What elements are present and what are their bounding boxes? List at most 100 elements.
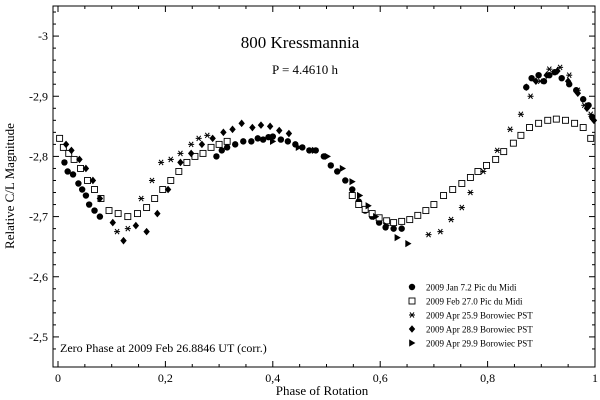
data-point [240,138,247,145]
x-tick-label: 0,4 [265,371,280,385]
data-point [56,134,64,142]
data-point [552,115,560,123]
data-point [554,67,561,75]
data-point [474,168,482,175]
data-point [70,155,78,163]
data-point [458,180,466,187]
data-point [284,138,292,145]
data-point [270,137,277,145]
data-point [295,143,302,151]
data-point [96,194,104,203]
data-point [120,236,127,245]
data-point [154,209,161,218]
data-point [532,77,540,86]
data-point [540,78,548,85]
data-point [544,116,552,124]
data-point [342,177,349,184]
data-point [259,136,267,143]
y-tick-label: -2,8 [29,149,48,163]
chart-title: 800 Kressmannia [241,33,360,52]
x-tick-label: 0,8 [480,371,495,385]
data-point [159,186,167,193]
data-point [209,134,216,143]
data-point [299,144,306,151]
data-point [64,168,71,175]
data-point [483,161,490,169]
data-point [114,228,121,235]
legend-marker [408,297,416,305]
data-point [238,119,245,128]
plot-frame [52,5,596,368]
data-point [414,211,422,219]
x-tick-label: 0,6 [373,371,388,385]
data-point [215,140,223,148]
legend-label: 2009 Jan 7.2 Pic du Midi [426,283,517,293]
data-point [76,155,83,164]
data-point [132,221,140,230]
data-point [177,150,184,157]
data-point [232,141,239,148]
data-point [430,201,438,209]
data-point [579,96,587,103]
legend-label: 2009 Apr 28.9 Borowiec PST [426,325,533,335]
y-tick-label: -2,6 [29,270,48,284]
legend: 2009 Jan 7.2 Pic du Midi 2009 Feb 27.0 Pi… [408,283,533,349]
data-point [571,119,579,127]
data-point [365,202,372,210]
legend-label: 2009 Feb 27.0 Pic du Midi [426,297,523,307]
data-point [213,153,220,160]
data-point [517,131,525,139]
data-point [223,144,231,151]
data-point [590,116,598,125]
data-point [449,186,457,193]
data-point [96,213,104,220]
data-point [105,207,113,215]
data-point [425,231,432,238]
data-point [361,205,369,213]
data-point [564,77,572,86]
data-point [535,71,542,79]
x-axis-label: Phase of Rotation [276,383,369,398]
data-point [398,217,406,225]
data-point [77,164,85,172]
data-point [383,222,391,230]
data-point [191,152,199,160]
data-point [134,210,141,218]
data-point [91,186,98,193]
data-point [78,186,86,193]
data-point [248,138,255,145]
data-point [480,168,487,175]
data-point [356,191,364,200]
data-point [199,149,207,157]
data-point [368,210,376,218]
data-point [348,192,356,199]
data-point [579,124,587,131]
series-5 [270,137,412,248]
data-point [195,135,202,142]
data-point [249,123,256,132]
data-point [61,159,68,166]
data-point [327,162,334,169]
data-point [164,185,172,194]
data-points [56,64,598,248]
data-point [89,176,97,185]
chart-subtitle: P = 4.4610 h [272,62,339,77]
x-tick-label: 0,2 [158,371,173,385]
data-point [148,177,155,184]
data-point [218,147,225,154]
y-tick-label: -3 [38,29,48,43]
data-point [223,137,231,145]
data-point [175,168,183,175]
x-tick-label: 1 [592,371,598,385]
legend-marker [409,312,415,318]
data-point [84,177,91,184]
data-point [187,149,195,158]
data-point [528,75,535,82]
data-point [85,201,93,208]
data-point [109,218,116,227]
legend-marker [408,283,416,291]
data-point [523,83,530,92]
data-point [422,207,430,215]
data-point [574,89,582,98]
